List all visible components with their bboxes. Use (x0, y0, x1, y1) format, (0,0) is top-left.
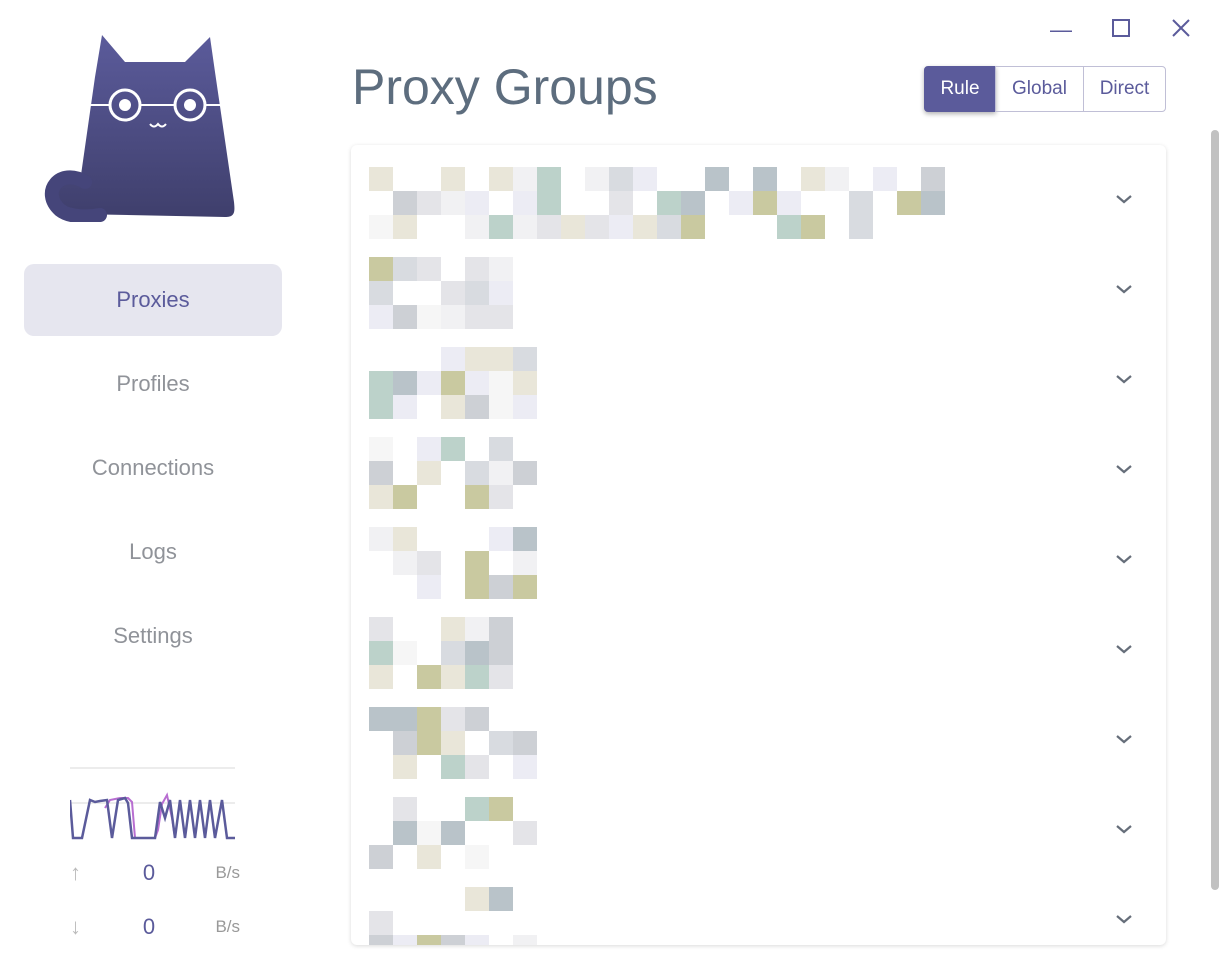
proxy-group-row[interactable] (351, 155, 1166, 245)
proxy-group-row[interactable] (351, 425, 1166, 515)
proxy-group-row[interactable] (351, 335, 1166, 425)
mode-rule-button[interactable]: Rule (924, 66, 996, 112)
proxy-group-row[interactable] (351, 785, 1166, 875)
cat-logo (44, 35, 235, 222)
proxy-group-row[interactable] (351, 515, 1166, 605)
sidebar-item-connections[interactable]: Connections (91, 455, 215, 480)
traffic-divider (70, 767, 235, 769)
chevron-down-icon[interactable] (1112, 727, 1136, 751)
download-speed: ↓ 0 B/s (70, 914, 240, 939)
chevron-down-icon[interactable] (1112, 637, 1136, 661)
sidebar-item-profiles[interactable]: Profiles (116, 371, 190, 396)
proxy-group-row[interactable]: DIRECT (351, 875, 1166, 945)
arrow-up-icon: ↑ (70, 860, 81, 885)
upload-line (70, 796, 235, 840)
chevron-down-icon[interactable] (1112, 457, 1136, 481)
sidebar-item-proxies[interactable]: Proxies (24, 264, 282, 336)
mode-global-button[interactable]: Global (995, 66, 1084, 112)
arrow-down-icon: ↓ (70, 914, 81, 939)
mode-direct-button[interactable]: Direct (1083, 66, 1166, 112)
close-icon[interactable] (1169, 18, 1193, 42)
scrollbar[interactable] (1211, 130, 1219, 890)
chevron-down-icon[interactable] (1112, 907, 1136, 931)
sidebar-item-logs[interactable]: Logs (129, 539, 177, 564)
sidebar-item-settings[interactable]: Settings (113, 623, 193, 648)
proxy-group-row[interactable] (351, 605, 1166, 695)
chevron-down-icon[interactable] (1112, 547, 1136, 571)
mode-selector: Rule Global Direct (924, 66, 1166, 112)
proxy-group-row[interactable] (351, 245, 1166, 335)
proxy-groups-list: DIRECT (351, 145, 1166, 945)
minimize-icon[interactable]: — (1050, 17, 1072, 42)
upload-speed: ↑ 0 B/s (70, 860, 240, 885)
traffic-graph (70, 792, 235, 840)
maximize-icon[interactable] (1109, 18, 1133, 42)
page-title: Proxy Groups (352, 59, 658, 115)
chevron-down-icon[interactable] (1112, 817, 1136, 841)
proxy-group-row[interactable] (351, 695, 1166, 785)
chevron-down-icon[interactable] (1112, 367, 1136, 391)
chevron-down-icon[interactable] (1112, 187, 1136, 211)
chevron-down-icon[interactable] (1112, 277, 1136, 301)
